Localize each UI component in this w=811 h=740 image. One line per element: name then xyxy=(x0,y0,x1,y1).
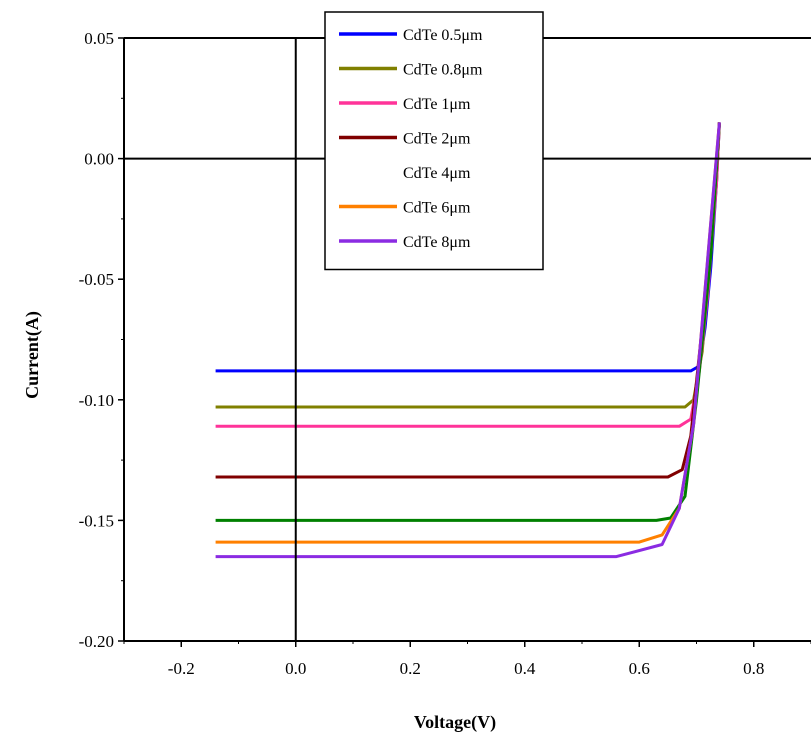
y-tick-label: -0.05 xyxy=(79,270,114,289)
y-tick-label: 0.00 xyxy=(84,150,114,169)
x-tick-label: 0.8 xyxy=(743,659,764,678)
y-tick-label: -0.10 xyxy=(79,391,114,410)
y-tick-label: -0.15 xyxy=(79,511,114,530)
legend-label-3: CdTe 1μm xyxy=(403,96,471,113)
legend-label-6: CdTe 6μm xyxy=(403,200,471,217)
x-tick-label: 0.2 xyxy=(400,659,421,678)
axes-layer: -0.2 0.0 0.2 0.4 0.6 0.8 0.05 0.00 -0.05 -0.10 -0.… xyxy=(79,29,811,678)
x-tick-label: 0.0 xyxy=(285,659,306,678)
series-line-7 xyxy=(215,122,721,559)
legend-label-7: CdTe 8μm xyxy=(403,234,471,251)
x-tick-label: 0.4 xyxy=(514,659,536,678)
y-tick-label: 0.05 xyxy=(84,29,114,48)
legend-label-5: CdTe 4μm xyxy=(403,165,471,182)
y-axis-title: Current(A) xyxy=(22,311,43,399)
x-axis-title: Voltage(V) xyxy=(414,712,496,733)
y-tick-label: -0.20 xyxy=(79,632,114,651)
legend-label-2: CdTe 0.8μm xyxy=(403,62,483,79)
series-line-5 xyxy=(215,122,721,522)
x-tick-label: -0.2 xyxy=(168,659,195,678)
legend: CdTe 0.5μm CdTe 0.8μm CdTe 1μm CdTe 2μm CdTe… xyxy=(324,11,544,271)
legend-box xyxy=(324,11,544,271)
series-layer xyxy=(215,122,721,559)
x-tick-label: 0.6 xyxy=(629,659,650,678)
legend-label-1: CdTe 0.5μm xyxy=(403,27,483,44)
legend-label-4: CdTe 2μm xyxy=(403,131,471,148)
